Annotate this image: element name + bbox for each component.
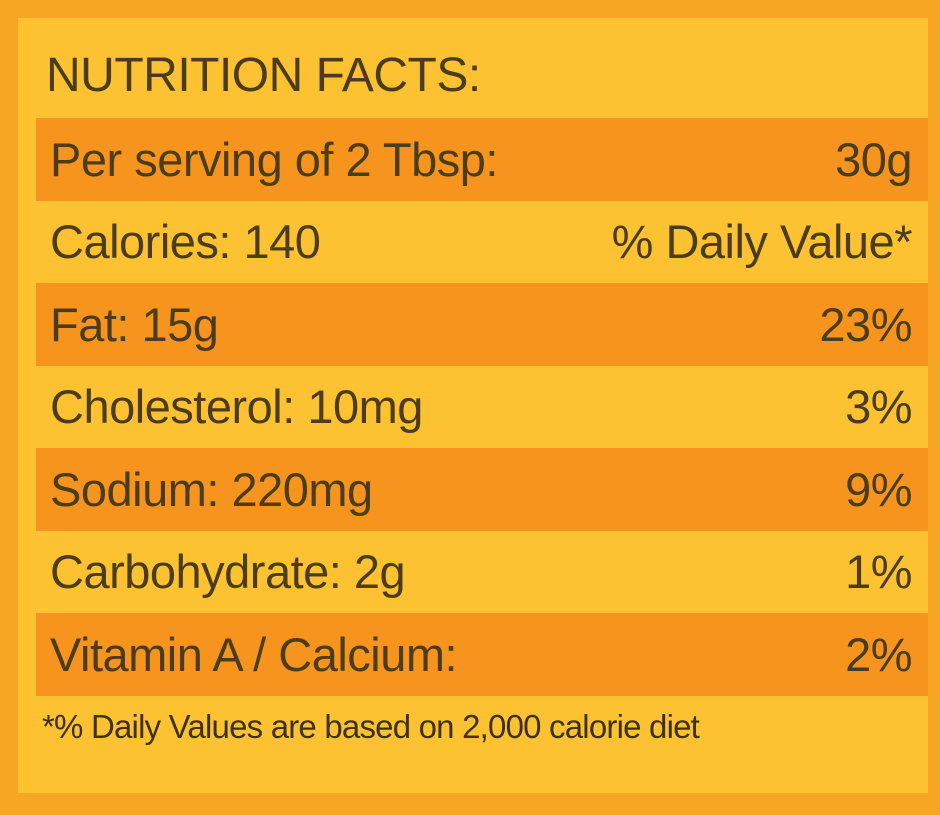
nutrition-rows: Per serving of 2 Tbsp: 30g Calories: 140 % …	[36, 118, 928, 696]
nutrient-label: Cholesterol: 10mg	[50, 380, 423, 434]
title: NUTRITION FACTS:	[46, 49, 481, 102]
nutrient-label: Fat: 15g	[50, 297, 219, 351]
nutrient-value: 23%	[819, 297, 912, 351]
nutrient-value: 30g	[835, 132, 912, 186]
nutrient-value: % Daily Value*	[611, 215, 913, 269]
nutrient-label: Vitamin A / Calcium:	[50, 627, 458, 681]
nutrition-row: Cholesterol: 10mg 3%	[36, 366, 928, 449]
nutrition-row: Calories: 140 % Daily Value*	[36, 201, 928, 284]
nutrient-label: Sodium: 220mg	[50, 462, 373, 516]
nutrient-value: 1%	[845, 545, 912, 599]
nutrient-value: 9%	[845, 462, 912, 516]
nutrient-label: Carbohydrate: 2g	[50, 545, 406, 599]
nutrition-row: Sodium: 220mg 9%	[36, 448, 928, 531]
nutrition-row: Fat: 15g 23%	[36, 283, 928, 366]
nutrition-row: Per serving of 2 Tbsp: 30g	[36, 118, 928, 201]
nutrient-label: Per serving of 2 Tbsp:	[50, 132, 498, 186]
footnote: *% Daily Values are based on 2,000 calor…	[42, 708, 700, 745]
nutrient-value: 2%	[845, 627, 912, 681]
nutrition-row: Carbohydrate: 2g 1%	[36, 531, 928, 614]
nutrition-row: Vitamin A / Calcium: 2%	[36, 613, 928, 696]
nutrient-label: Calories: 140	[50, 215, 321, 269]
nutrient-value: 3%	[845, 380, 912, 434]
label-panel: NUTRITION FACTS: Per serving of 2 Tbsp: 3…	[18, 18, 928, 793]
